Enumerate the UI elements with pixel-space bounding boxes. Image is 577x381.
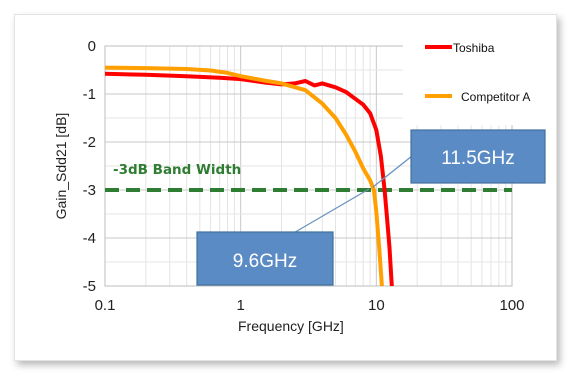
- y-tick-label: -3: [83, 182, 96, 199]
- x-tick-label: 10: [368, 297, 385, 314]
- bandwidth-label: -3dB Band Width: [113, 162, 241, 178]
- y-tick-label: -1: [83, 86, 96, 103]
- y-tick-label: -2: [83, 134, 96, 151]
- x-axis-title: Frequency [GHz]: [238, 318, 344, 334]
- callout-pointer-9-6: [284, 188, 370, 239]
- x-tick-label: 0.1: [95, 297, 116, 314]
- y-axis-title: Gain_Sdd21 [dB]: [53, 113, 69, 220]
- y-tick-label: -5: [83, 278, 96, 295]
- callout-pointer-11-5: [372, 155, 413, 188]
- callout-11-5ghz: 11.5GHz: [410, 129, 546, 184]
- x-tick-label: 100: [499, 297, 524, 314]
- legend: Toshiba Competitor A: [403, 30, 539, 125]
- series-line-competitor-a: [105, 65, 384, 286]
- y-tick-label: -4: [83, 230, 96, 247]
- legend-label-toshiba: Toshiba: [453, 41, 495, 55]
- legend-label-competitor: Competitor A: [461, 90, 530, 104]
- callout-9-6ghz: 9.6GHz: [196, 231, 334, 286]
- series-group: [105, 65, 394, 286]
- tick-labels: 0.1 1 10 100 0 -1 -2 -3 -4 -5: [83, 38, 525, 314]
- x-tick-label: 1: [236, 297, 244, 314]
- callout-9-6ghz-text: 9.6GHz: [233, 251, 297, 272]
- series-line-toshiba: [105, 71, 394, 286]
- callout-11-5ghz-text: 11.5GHz: [441, 148, 515, 169]
- y-tick-label: 0: [88, 38, 96, 55]
